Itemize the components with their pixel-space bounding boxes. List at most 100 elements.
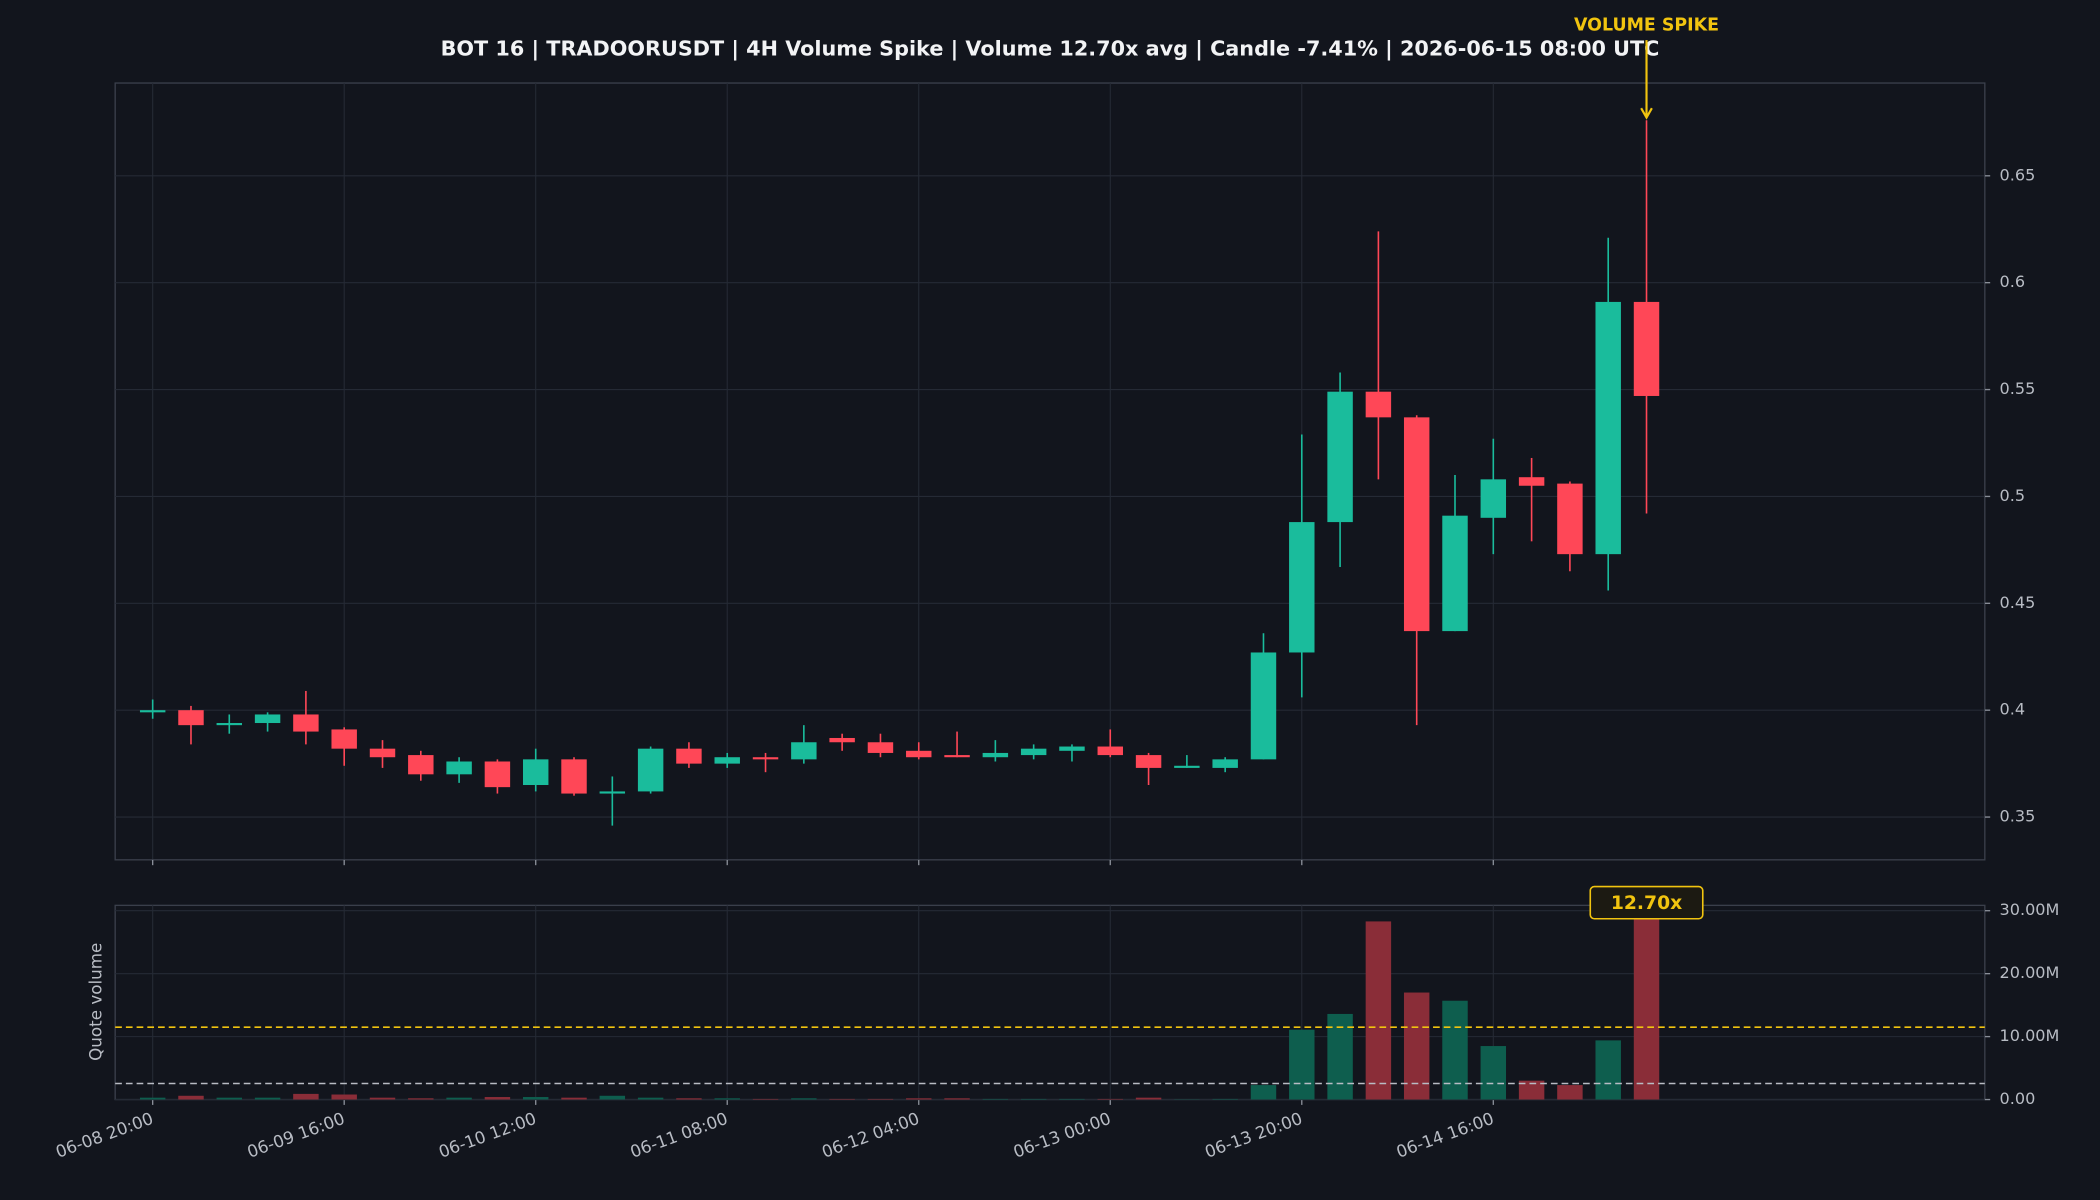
volume-bar xyxy=(369,1097,396,1100)
volume-bar xyxy=(293,1093,319,1100)
candle-body xyxy=(1020,748,1047,756)
volume-bar xyxy=(791,1098,817,1100)
candle-body xyxy=(561,759,587,794)
volume-bar xyxy=(331,1094,357,1100)
candle-body xyxy=(829,737,855,743)
volume-bar xyxy=(867,1098,894,1100)
volume-bar xyxy=(1365,921,1392,1100)
candle-body xyxy=(791,742,817,760)
volume-bar xyxy=(484,1097,511,1100)
volume-bar xyxy=(139,1097,166,1100)
candle-body xyxy=(637,748,664,792)
annotation-arrowhead xyxy=(1640,107,1653,120)
volume-bar xyxy=(1480,1046,1507,1100)
candle-body xyxy=(293,714,319,732)
price-panel xyxy=(114,82,1986,861)
volume-bar xyxy=(254,1097,281,1100)
y-tick-label: 0.55 xyxy=(2000,379,2036,398)
candle-body xyxy=(408,755,434,775)
volume-bar xyxy=(1442,1000,1468,1100)
candle-body xyxy=(1480,479,1507,518)
y-tick-label: 0.4 xyxy=(2000,700,2026,719)
y-tick-label: 0.45 xyxy=(2000,593,2036,612)
volume-bar xyxy=(1595,1040,1621,1100)
candle-body xyxy=(982,752,1009,758)
volume-bar xyxy=(1557,1085,1583,1100)
volume-bar xyxy=(178,1095,204,1100)
candle-body xyxy=(906,750,932,758)
candle-body xyxy=(714,757,740,764)
volume-bar xyxy=(906,1098,932,1100)
candle-body xyxy=(331,729,357,749)
candle-body xyxy=(178,710,204,726)
candle-body xyxy=(1442,515,1468,632)
volume-bar xyxy=(1633,905,1660,1100)
annotation-box xyxy=(1589,885,1704,920)
candle-body xyxy=(1097,746,1123,756)
candle-body xyxy=(1212,759,1238,768)
volume-bar xyxy=(599,1095,626,1100)
candle-body xyxy=(446,761,472,775)
candle-body xyxy=(1595,301,1621,555)
candle-body xyxy=(1059,746,1085,751)
chart-title: BOT 16 | TRADOORUSDT | 4H Volume Spike |… xyxy=(441,37,1660,62)
volume-bar xyxy=(982,1098,1009,1100)
candle-body xyxy=(752,757,779,760)
candle-body xyxy=(1633,301,1660,396)
y-tick-label: 0.00 xyxy=(2000,1089,2036,1108)
candle-body xyxy=(1327,391,1353,523)
candle-body xyxy=(216,723,243,726)
annotation: 12.70x xyxy=(1611,893,1682,914)
volume-bar xyxy=(1250,1085,1277,1100)
volume-bar xyxy=(216,1097,243,1100)
volume-bar xyxy=(1518,1080,1545,1100)
candle-body xyxy=(254,714,281,724)
candle-body xyxy=(369,748,396,758)
volume-bar xyxy=(1212,1098,1238,1100)
y-tick-label: 0.6 xyxy=(2000,272,2026,291)
candle-body xyxy=(1365,391,1392,418)
y-tick-label: 10.00M xyxy=(2000,1026,2060,1045)
volume-bar xyxy=(446,1097,472,1100)
candle-body xyxy=(867,742,894,753)
volume-bar xyxy=(752,1098,779,1100)
volume-bar xyxy=(637,1097,664,1100)
volume-bar xyxy=(1135,1097,1162,1100)
volume-bar xyxy=(408,1098,434,1100)
volume-bar xyxy=(1327,1013,1353,1100)
candle-body xyxy=(1289,522,1315,653)
candle-body xyxy=(1250,652,1277,760)
candle-body xyxy=(676,748,702,764)
y-tick-label: 30.00M xyxy=(2000,900,2060,919)
candle-body xyxy=(1403,417,1430,632)
volume-bar xyxy=(944,1098,970,1100)
volume-bar xyxy=(714,1098,740,1100)
candle-body xyxy=(139,710,166,713)
candle-body xyxy=(1557,483,1583,555)
y-tick-label: 0.5 xyxy=(2000,486,2026,505)
candle-body xyxy=(1174,765,1200,768)
y-tick-label: 20.00M xyxy=(2000,963,2060,982)
y-tick-label: 0.65 xyxy=(2000,165,2036,184)
volume-bar xyxy=(1059,1098,1085,1100)
volume-bar xyxy=(676,1098,702,1100)
annotation: VOLUME SPIKE xyxy=(1574,15,1719,35)
volume-bar xyxy=(1097,1098,1123,1100)
y-tick-label: 0.35 xyxy=(2000,807,2036,826)
candle-body xyxy=(1518,477,1545,486)
y-axis-label: Quote volume xyxy=(85,943,105,1061)
candle-body xyxy=(1135,755,1162,768)
volume-bar xyxy=(1403,992,1430,1100)
candle-body xyxy=(484,761,511,788)
candle-body xyxy=(522,759,549,786)
volume-bar xyxy=(561,1097,587,1100)
volume-bar xyxy=(522,1097,549,1100)
volume-bar xyxy=(1020,1098,1047,1100)
volume-bar xyxy=(1289,1029,1315,1100)
volume-bar xyxy=(829,1098,855,1100)
candle-body xyxy=(599,791,626,794)
candle-body xyxy=(944,755,970,758)
